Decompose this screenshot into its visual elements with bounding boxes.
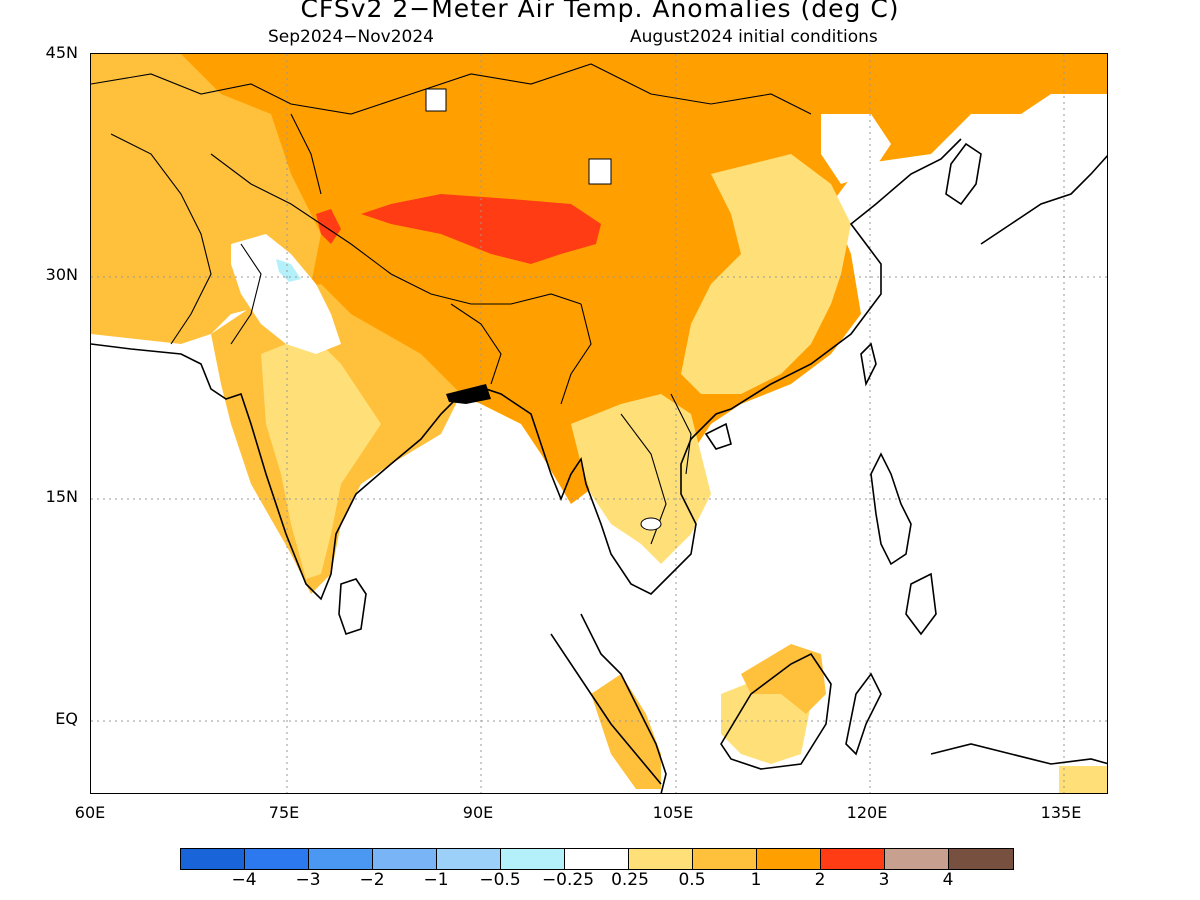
colorbar-label: 4 bbox=[942, 870, 954, 890]
anomaly-field-light-blue-nw-india bbox=[276, 259, 301, 282]
ganges-delta bbox=[446, 384, 491, 404]
anomaly-field-yellow-se-asia bbox=[571, 394, 711, 564]
colorbar-label: −0.25 bbox=[541, 870, 595, 890]
lon-label-135e: 135E bbox=[1040, 803, 1082, 822]
colorbar-label: −1 bbox=[423, 870, 449, 890]
coastlines bbox=[91, 138, 1107, 793]
lat-label-30n: 30N bbox=[45, 265, 78, 284]
colorbar-swatch bbox=[821, 849, 885, 869]
anomaly-field-yellow-india bbox=[261, 334, 381, 579]
anomaly-map bbox=[90, 53, 1108, 794]
colorbar bbox=[180, 848, 1014, 870]
lat-label-15n: 15N bbox=[45, 487, 78, 506]
lon-label-60e: 60E bbox=[74, 803, 106, 822]
anomaly-field-yellow-new-guinea bbox=[1059, 766, 1107, 793]
colorbar-label: 2 bbox=[814, 870, 826, 890]
map-title: CFSv2 2−Meter Air Temp. Anomalies (deg C… bbox=[300, 0, 900, 23]
colorbar-label: −2 bbox=[359, 870, 385, 890]
lon-label-75e: 75E bbox=[268, 803, 300, 822]
colorbar-label: −0.5 bbox=[479, 870, 521, 890]
colorbar-swatch bbox=[949, 849, 1013, 869]
anomaly-field-yellow-east-china bbox=[681, 154, 851, 394]
colorbar-swatch bbox=[565, 849, 629, 869]
colorbar-swatch bbox=[757, 849, 821, 869]
colorbar-label: 3 bbox=[878, 870, 890, 890]
initial-conditions: August2024 initial conditions bbox=[630, 27, 878, 47]
anomaly-field-light-orange-borneo bbox=[741, 644, 826, 714]
lat-label-eq: EQ bbox=[55, 709, 78, 728]
lon-label-120e: 120E bbox=[846, 803, 888, 822]
colorbar-swatch bbox=[693, 849, 757, 869]
lat-label-45n: 45N bbox=[45, 43, 78, 62]
colorbar-label: −3 bbox=[295, 870, 321, 890]
colorbar-swatch bbox=[373, 849, 437, 869]
colorbar-swatch bbox=[181, 849, 245, 869]
colorbar-swatch bbox=[501, 849, 565, 869]
colorbar-swatch bbox=[309, 849, 373, 869]
anomaly-field-light-orange-sumatra bbox=[591, 674, 661, 789]
colorbar-label: 0.5 bbox=[678, 870, 706, 890]
lakes bbox=[425, 88, 662, 531]
colorbar-swatch bbox=[437, 849, 501, 869]
country-borders bbox=[91, 63, 812, 545]
colorbar-label: −4 bbox=[231, 870, 257, 890]
colorbar-swatch bbox=[629, 849, 693, 869]
anomaly-field-white-nw-india bbox=[231, 234, 341, 354]
anomaly-field-white-ne-china bbox=[821, 114, 891, 184]
colorbar-label: 1 bbox=[750, 870, 762, 890]
anomaly-field-red-kashmir bbox=[316, 209, 341, 244]
anomaly-map-svg bbox=[91, 54, 1107, 793]
colorbar-swatch bbox=[885, 849, 949, 869]
colorbar-label: 0.25 bbox=[611, 870, 649, 890]
colorbar-swatch bbox=[245, 849, 309, 869]
lon-label-90e: 90E bbox=[462, 803, 494, 822]
lon-label-105e: 105E bbox=[652, 803, 694, 822]
forecast-period: Sep2024−Nov2024 bbox=[268, 27, 434, 47]
